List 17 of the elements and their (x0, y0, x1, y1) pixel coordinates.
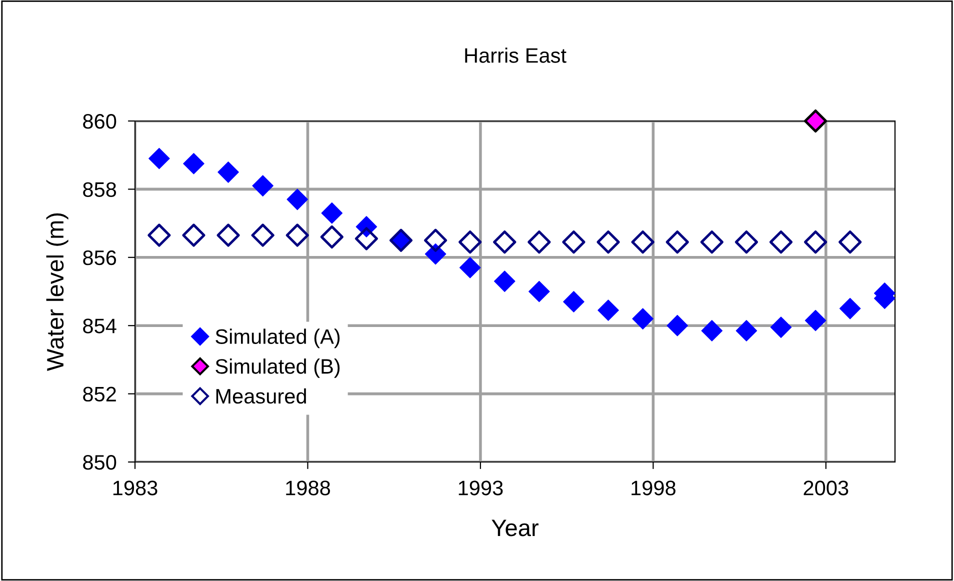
x-tick-label: 1993 (458, 480, 503, 496)
legend-label: Measured (216, 388, 306, 404)
y-tick-label: 856 (83, 250, 116, 266)
y-axis-title: Water level (m) (46, 213, 68, 371)
chart-title: Harris East (465, 48, 566, 63)
y-tick-label: 854 (83, 318, 116, 334)
x-tick-label: 1998 (632, 480, 676, 496)
y-tick-label: 858 (83, 182, 116, 197)
x-axis-title: Year (492, 520, 538, 536)
legend-label: Simulated (A) (216, 328, 340, 348)
x-tick-label: 2003 (804, 480, 848, 496)
y-tick-label: 860 (83, 114, 116, 129)
x-tick-label: 1983 (113, 480, 158, 496)
x-tick-label: 1988 (286, 480, 330, 496)
y-tick-label: 850 (83, 455, 116, 470)
y-tick-label: 852 (83, 386, 116, 402)
legend-label: Simulated (B) (216, 358, 340, 378)
